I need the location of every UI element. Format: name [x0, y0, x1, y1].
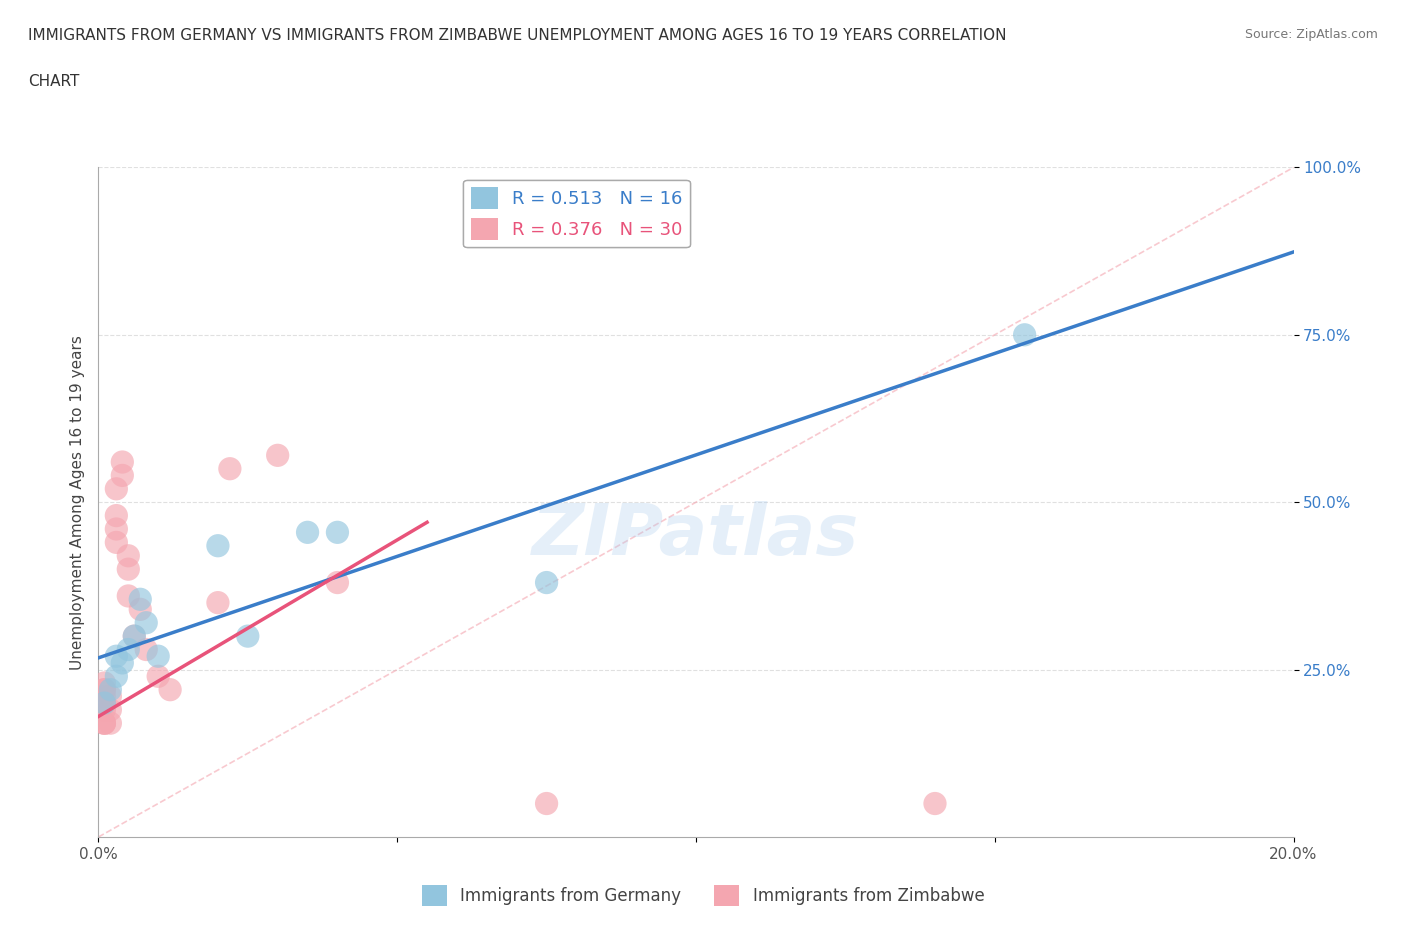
Point	[236, 629, 259, 644]
Point	[93, 683, 115, 698]
Point	[93, 716, 115, 731]
Point	[93, 696, 115, 711]
Point	[148, 669, 170, 684]
Point	[135, 616, 157, 631]
Point	[93, 683, 115, 698]
Point	[129, 602, 152, 617]
Text: IMMIGRANTS FROM GERMANY VS IMMIGRANTS FROM ZIMBABWE UNEMPLOYMENT AMONG AGES 16 T: IMMIGRANTS FROM GERMANY VS IMMIGRANTS FR…	[28, 28, 1007, 43]
Point	[117, 562, 139, 577]
Point	[105, 508, 128, 523]
Point	[326, 525, 349, 539]
Point	[536, 796, 558, 811]
Point	[1014, 327, 1036, 342]
Point	[98, 716, 122, 731]
Y-axis label: Unemployment Among Ages 16 to 19 years: Unemployment Among Ages 16 to 19 years	[69, 335, 84, 670]
Point	[129, 591, 152, 606]
Point	[124, 629, 146, 644]
Point	[105, 482, 128, 497]
Point	[93, 689, 115, 704]
Point	[105, 522, 128, 537]
Point	[93, 716, 115, 731]
Legend: R = 0.513   N = 16, R = 0.376   N = 30: R = 0.513 N = 16, R = 0.376 N = 30	[464, 179, 689, 247]
Point	[98, 702, 122, 717]
Point	[105, 649, 128, 664]
Point	[135, 642, 157, 657]
Text: ZIPatlas: ZIPatlas	[533, 501, 859, 570]
Point	[159, 683, 181, 698]
Point	[267, 448, 290, 463]
Point	[98, 689, 122, 704]
Point	[219, 461, 242, 476]
Point	[111, 455, 134, 470]
Point	[117, 642, 139, 657]
Point	[105, 535, 128, 550]
Text: CHART: CHART	[28, 74, 80, 89]
Point	[93, 675, 115, 690]
Point	[93, 716, 115, 731]
Point	[111, 468, 134, 483]
Text: Source: ZipAtlas.com: Source: ZipAtlas.com	[1244, 28, 1378, 41]
Point	[98, 683, 122, 698]
Point	[326, 575, 349, 590]
Point	[93, 702, 115, 717]
Legend: Immigrants from Germany, Immigrants from Zimbabwe: Immigrants from Germany, Immigrants from…	[415, 879, 991, 912]
Point	[117, 549, 139, 564]
Point	[105, 669, 128, 684]
Point	[111, 656, 134, 671]
Point	[124, 629, 146, 644]
Point	[207, 595, 229, 610]
Point	[117, 589, 139, 604]
Point	[536, 575, 558, 590]
Point	[148, 649, 170, 664]
Point	[93, 696, 115, 711]
Point	[297, 525, 319, 539]
Point	[207, 538, 229, 553]
Point	[924, 796, 946, 811]
